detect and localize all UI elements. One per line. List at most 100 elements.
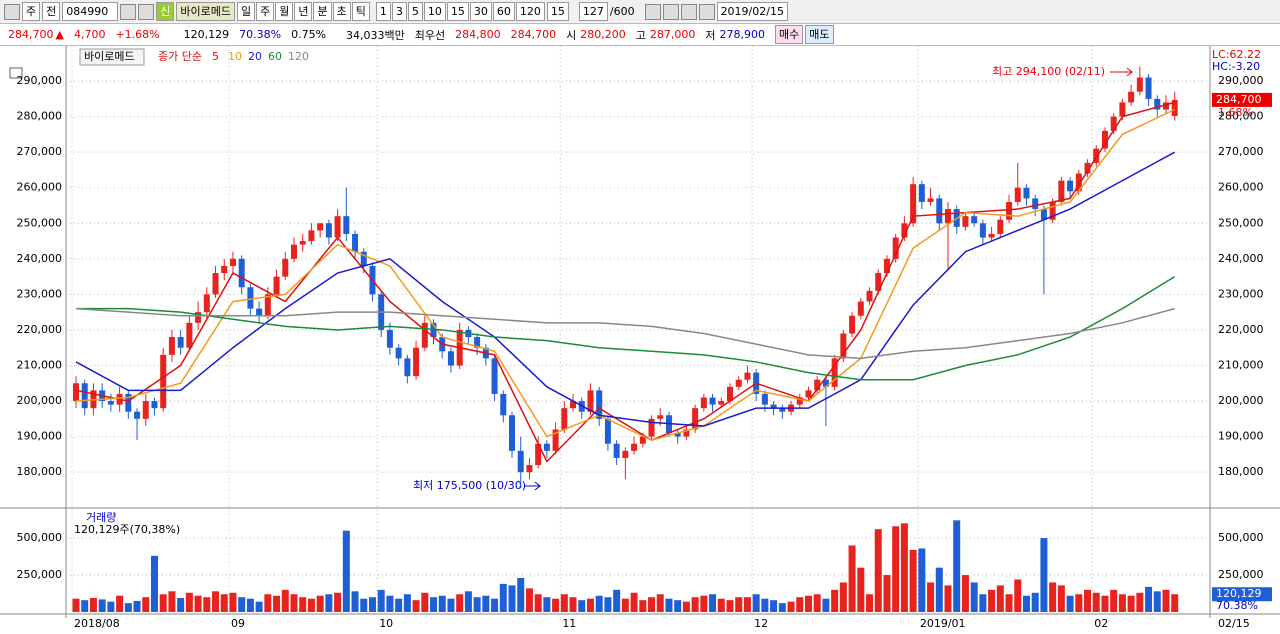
volume-bar (133, 600, 141, 612)
volume-bar (935, 567, 943, 612)
market[interactable]: 주 (22, 2, 41, 21)
volume-bar (508, 585, 516, 612)
number[interactable]: 120 (515, 2, 545, 21)
volume-bar (900, 523, 908, 612)
candle-body (1136, 77, 1143, 92)
candle-body (308, 230, 315, 242)
x-tick-label: 11 (562, 617, 576, 630)
volume-bar (1049, 582, 1057, 612)
search[interactable] (120, 3, 137, 20)
candle-body (421, 322, 428, 348)
sell-button[interactable]: 매도 (805, 25, 834, 44)
volume-bar (909, 549, 917, 612)
number[interactable]: 10 (423, 2, 446, 21)
volume-bar (98, 599, 106, 612)
candle-body (1110, 116, 1117, 131)
candle-body (1101, 130, 1108, 149)
period[interactable]: 년 (294, 2, 313, 21)
ma-line (75, 151, 1176, 427)
stock-name: 바이로메드 (176, 2, 235, 21)
candle-body (317, 223, 324, 231)
candle-body (883, 258, 890, 274)
candle-body (727, 386, 733, 402)
volume-bar (578, 600, 586, 612)
candle-body (151, 401, 158, 409)
price-tag (1212, 92, 1272, 107)
settings[interactable] (698, 3, 715, 20)
y-tick-label: 280,000 (1218, 110, 1264, 123)
period[interactable]: 틱 (351, 2, 370, 21)
volume-bar (491, 598, 499, 612)
ma-line (76, 275, 1176, 381)
candle-body (273, 276, 280, 295)
volume-bar (848, 545, 856, 612)
icon[interactable] (4, 3, 20, 20)
volume-bar (1014, 579, 1022, 612)
candle-body (535, 443, 542, 466)
count[interactable]: 127 (578, 2, 608, 21)
high: 287,000 (649, 28, 696, 41)
x-tick-label: 10 (379, 617, 393, 630)
candle-body (700, 397, 707, 409)
volume-bar (778, 603, 786, 612)
candle-body (997, 219, 1004, 234)
volume-bar (953, 520, 961, 612)
volume-bar (412, 600, 420, 612)
vol-ratio: 70.38% (239, 28, 282, 41)
volume-bar (735, 597, 743, 612)
volume-bar (255, 601, 263, 612)
number[interactable]: 1 (375, 2, 391, 21)
number[interactable]: 3 (391, 2, 407, 21)
scope[interactable]: 전 (42, 2, 61, 21)
candle-body (325, 223, 332, 238)
candle-body (639, 436, 646, 444)
buy-button[interactable]: 매수 (775, 25, 804, 44)
volume-bar (316, 595, 324, 612)
volume-bar (1162, 589, 1170, 612)
candle-body (229, 258, 236, 266)
volume-bar (552, 598, 560, 612)
candle-body (657, 415, 664, 419)
save[interactable] (680, 3, 697, 20)
period[interactable]: 월 (275, 2, 294, 21)
lc: LC:62.22 (1212, 48, 1261, 61)
number[interactable]: 60 (492, 2, 515, 21)
volume-bar (726, 600, 734, 612)
number[interactable]: 5 (407, 2, 423, 21)
tool[interactable] (644, 3, 661, 20)
volume-bar (892, 526, 900, 612)
sound[interactable] (138, 3, 155, 20)
interval[interactable]: 15 (546, 2, 569, 21)
volume-bar (386, 595, 394, 612)
volume-bar (168, 591, 176, 612)
candle-body (596, 390, 603, 419)
y-tick-label: 240,000 (1218, 252, 1264, 265)
period[interactable]: 일 (236, 2, 256, 21)
number[interactable]: 15 (446, 2, 469, 21)
code[interactable]: 084990 (62, 2, 119, 21)
period[interactable]: 분 (313, 2, 332, 21)
period[interactable]: 주 (256, 2, 275, 21)
period[interactable]: 초 (332, 2, 351, 21)
credit[interactable]: 신 (156, 2, 175, 21)
y-tick-label: 250,000 (17, 568, 63, 581)
ma-line (75, 108, 1176, 441)
candle-body (500, 393, 507, 416)
candle-body (212, 273, 219, 295)
volume-bar (264, 594, 272, 612)
candle-body (221, 265, 228, 274)
candle-body (264, 294, 271, 316)
y-tick-label: 190,000 (17, 430, 63, 443)
volume-bar (351, 591, 359, 612)
candle-body (561, 408, 568, 430)
volume-bar (560, 594, 568, 612)
volume-bar (970, 582, 978, 612)
volume-bar (456, 594, 464, 612)
candle-body (552, 429, 559, 451)
x-tick-label: 2018/08 (74, 617, 120, 630)
volume-bar (839, 582, 847, 612)
tool[interactable] (662, 3, 679, 20)
number[interactable]: 30 (469, 2, 492, 21)
date[interactable]: 2019/02/15 (716, 2, 788, 21)
